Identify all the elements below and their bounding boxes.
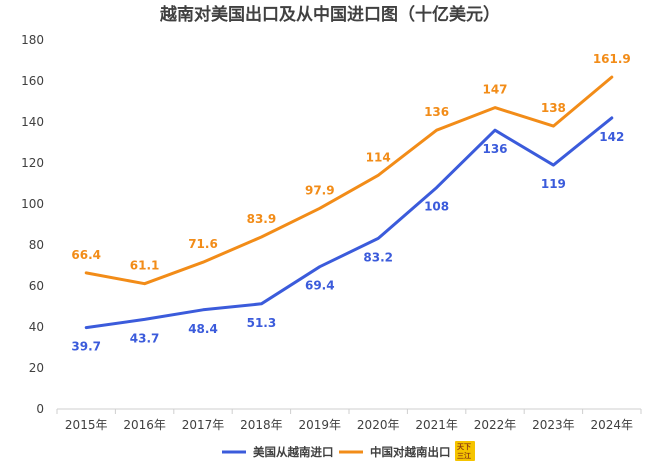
x-tick-label: 2020年 [357, 418, 400, 432]
watermark-logo: 天下 三江 [455, 441, 475, 461]
x-tick-label: 2021年 [415, 418, 458, 432]
data-label: 83.9 [247, 212, 277, 226]
data-label: 138 [541, 101, 566, 115]
svg-text:天下: 天下 [457, 442, 471, 451]
x-tick-label: 2018年 [240, 418, 283, 432]
chart-title: 越南对美国出口及从中国进口图（十亿美元） [159, 4, 500, 25]
data-label: 97.9 [305, 183, 335, 197]
data-label: 114 [366, 150, 391, 164]
data-label: 69.4 [305, 279, 335, 293]
x-tick-label: 2024年 [591, 418, 634, 432]
series-lines [84, 75, 614, 330]
series-line-1 [84, 75, 614, 286]
data-label: 108 [424, 200, 449, 214]
data-label: 119 [541, 177, 566, 191]
svg-text:三江: 三江 [457, 451, 471, 460]
data-label: 136 [482, 142, 507, 156]
data-label: 66.4 [71, 248, 101, 262]
data-label: 83.2 [363, 250, 393, 264]
data-label: 61.1 [130, 259, 160, 273]
data-label: 161.9 [593, 52, 631, 66]
data-label: 142 [599, 130, 624, 144]
x-tick-label: 2023年 [532, 418, 575, 432]
data-label: 51.3 [247, 316, 277, 330]
y-tick-label: 120 [21, 156, 44, 170]
data-label: 136 [424, 105, 449, 119]
x-tick-label: 2022年 [474, 418, 517, 432]
series-line-0 [84, 116, 614, 330]
legend: 美国从越南进口 中国对越南出口 [222, 445, 451, 459]
y-tick-label: 40 [29, 320, 44, 334]
y-axis: 0 20 40 60 80 100 120 140 160 180 [21, 33, 44, 416]
x-tick-label: 2019年 [299, 418, 342, 432]
data-label: 147 [482, 83, 507, 97]
data-labels: 39.7 43.7 48.4 51.3 69.4 83.2 108 136 119 142 66.4… [71, 52, 630, 354]
data-label: 48.4 [188, 322, 218, 336]
data-label: 43.7 [130, 331, 160, 345]
y-tick-label: 80 [29, 238, 44, 252]
x-tick-label: 2015年 [65, 418, 108, 432]
legend-label-china-exports: 中国对越南出口 [370, 445, 451, 459]
y-tick-label: 180 [21, 33, 44, 47]
y-tick-label: 100 [21, 197, 44, 211]
x-axis: 2015年 2016年 2017年 2018年 2019年 2020年 2021年 2022年… [56, 409, 642, 432]
data-label: 39.7 [71, 340, 101, 354]
y-tick-label: 0 [36, 402, 44, 416]
y-tick-label: 60 [29, 279, 44, 293]
x-tick-label: 2016年 [123, 418, 166, 432]
legend-label-us-imports: 美国从越南进口 [253, 445, 334, 459]
x-tick-label: 2017年 [182, 418, 225, 432]
y-tick-label: 140 [21, 115, 44, 129]
data-label: 71.6 [188, 237, 218, 251]
y-tick-label: 160 [21, 74, 44, 88]
y-tick-label: 20 [29, 361, 44, 375]
